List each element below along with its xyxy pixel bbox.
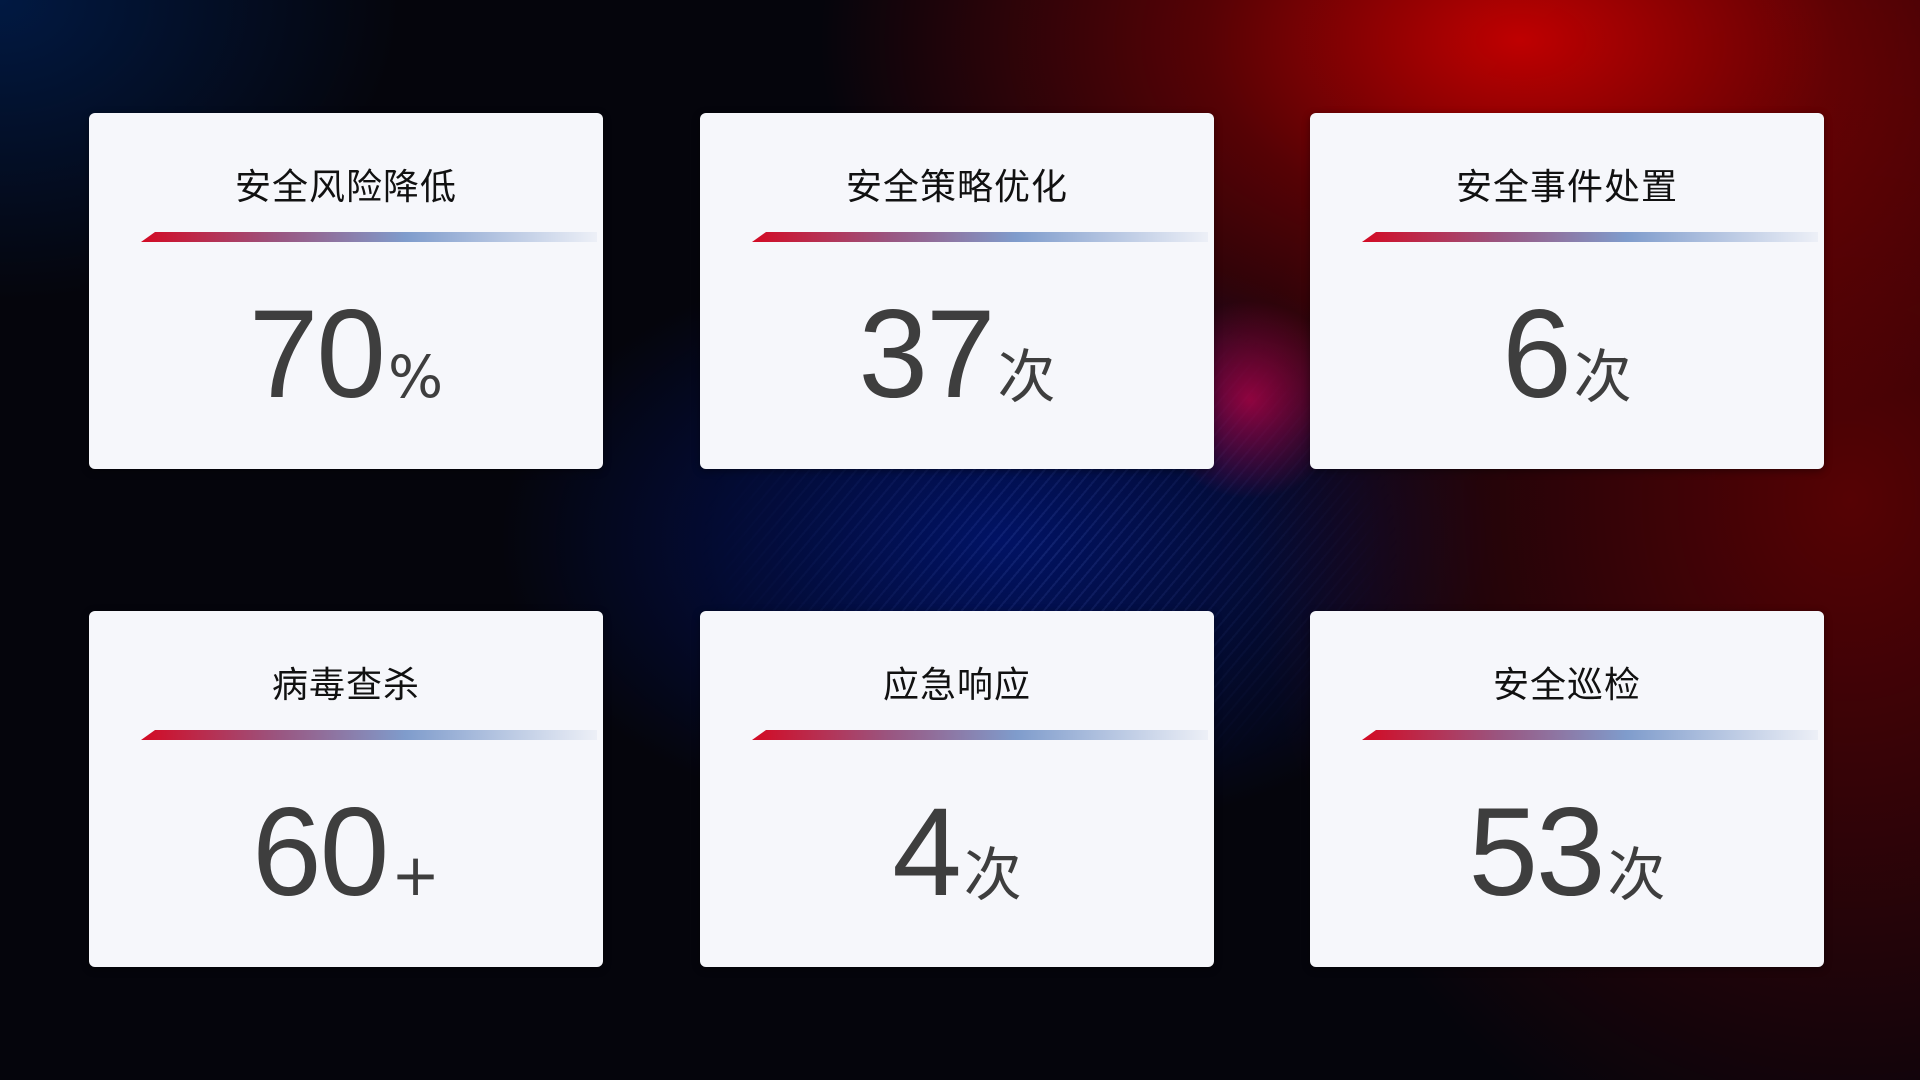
- card-value: 37次: [700, 283, 1214, 426]
- value-unit: +: [391, 841, 440, 909]
- gradient-divider: [141, 232, 597, 242]
- card-value: 53次: [1310, 781, 1824, 924]
- stat-card-security-inspection: 安全巡检 53次: [1310, 611, 1824, 967]
- value-number: 60: [252, 783, 389, 922]
- value-unit: %: [387, 343, 444, 411]
- value-number: 70: [248, 285, 386, 424]
- card-value: 6次: [1310, 283, 1824, 426]
- gradient-divider: [1362, 232, 1818, 242]
- card-title: 安全事件处置: [1455, 167, 1678, 208]
- stat-card-emergency-response: 应急响应 4次: [700, 611, 1214, 967]
- card-title: 应急响应: [882, 665, 1031, 706]
- card-title: 安全巡检: [1492, 665, 1641, 706]
- value-number: 6: [1502, 285, 1572, 424]
- value-unit: 次: [1607, 841, 1666, 909]
- card-title: 病毒查杀: [271, 665, 420, 706]
- value-unit: 次: [1573, 343, 1632, 411]
- stat-card-risk-reduction: 安全风险降低 70%: [89, 113, 603, 469]
- value-number: 4: [892, 783, 962, 922]
- card-title: 安全策略优化: [845, 167, 1068, 208]
- card-title: 安全风险降低: [234, 167, 457, 208]
- stat-card-policy-optimization: 安全策略优化 37次: [700, 113, 1214, 469]
- value-number: 37: [858, 285, 995, 424]
- card-value: 4次: [700, 781, 1214, 924]
- gradient-divider: [752, 730, 1208, 740]
- value-unit: 次: [997, 343, 1056, 411]
- gradient-divider: [1362, 730, 1818, 740]
- value-number: 53: [1468, 783, 1605, 922]
- stat-card-virus-removal: 病毒查杀 60+: [89, 611, 603, 967]
- card-value: 60+: [89, 781, 603, 924]
- stat-card-incident-handling: 安全事件处置 6次: [1310, 113, 1824, 469]
- gradient-divider: [141, 730, 597, 740]
- value-unit: 次: [963, 841, 1022, 909]
- card-value: 70%: [89, 283, 603, 426]
- gradient-divider: [752, 232, 1208, 242]
